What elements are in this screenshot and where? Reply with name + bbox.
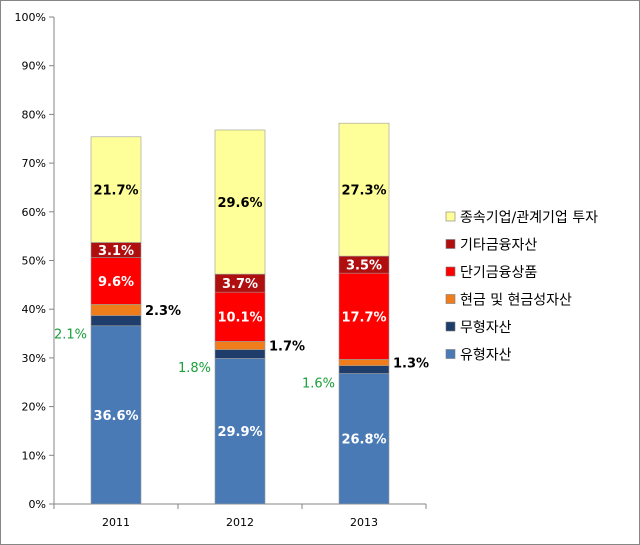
legend-swatch xyxy=(445,349,456,359)
bar-segment xyxy=(90,136,142,243)
bar-segment xyxy=(90,304,142,316)
data-label: 29.6% xyxy=(217,196,262,211)
data-label: 26.8% xyxy=(341,433,386,448)
bar-segment xyxy=(338,373,390,505)
legend-label: 무형자산 xyxy=(460,320,512,336)
bar-segment xyxy=(90,315,142,327)
data-label: 1.6% xyxy=(302,377,335,392)
bar-segment xyxy=(338,359,390,366)
bar-segment xyxy=(214,129,266,275)
bar-segment xyxy=(214,349,266,359)
y-axis: 0% 10% 20% 30% 40% 50% 60% 70% 80% 90% 100% xyxy=(15,11,55,511)
data-label: 1.3% xyxy=(393,357,429,372)
data-label: 27.3% xyxy=(341,184,386,199)
legend-swatch xyxy=(445,321,456,332)
y-tick-label: 40% xyxy=(22,303,46,316)
data-label: 2.1% xyxy=(54,328,87,343)
bar-segment xyxy=(90,325,142,505)
bar-segment xyxy=(338,122,390,257)
data-label: 3.1% xyxy=(98,244,134,259)
y-tick-label: 0% xyxy=(29,498,46,511)
legend-swatch xyxy=(445,294,456,304)
y-tick-label: 20% xyxy=(22,401,46,414)
bar-segment xyxy=(214,341,266,350)
y-tick-label: 90% xyxy=(22,60,46,73)
y-tick-label: 10% xyxy=(22,449,46,462)
x-tick-label: 2013 xyxy=(350,516,378,529)
legend-swatch xyxy=(445,266,456,277)
legend-swatch xyxy=(445,211,456,222)
data-label: 10.1% xyxy=(217,311,262,326)
y-tick-label: 100% xyxy=(15,11,46,24)
legend-label: 유형자산 xyxy=(460,348,512,364)
y-tick-label: 50% xyxy=(22,255,46,268)
legend-label: 현금 및 현금성자산 xyxy=(460,293,572,309)
data-label: 1.7% xyxy=(269,339,305,354)
data-label: 1.8% xyxy=(178,361,211,376)
y-tick-label: 60% xyxy=(22,206,46,219)
data-label: 9.6% xyxy=(98,275,134,290)
y-tick-label: 80% xyxy=(22,108,46,121)
x-tick-label: 2011 xyxy=(102,516,130,529)
data-label: 36.6% xyxy=(93,409,138,424)
bar-segment xyxy=(338,365,390,374)
bars xyxy=(90,122,390,505)
data-label: 29.9% xyxy=(217,425,262,440)
data-label: 3.7% xyxy=(222,277,258,292)
bar-segment xyxy=(338,272,390,360)
x-tick-label: 2012 xyxy=(226,516,254,529)
bar-segment xyxy=(214,358,266,505)
data-label: 21.7% xyxy=(93,184,138,199)
data-label: 17.7% xyxy=(341,310,386,325)
y-tick-label: 30% xyxy=(22,352,46,365)
legend-label: 기타금융자산 xyxy=(460,238,537,254)
x-axis: 2011 2012 2013 xyxy=(53,503,427,529)
legend-label: 단기금융상품 xyxy=(460,265,537,281)
data-labels: 36.6% 2.1% 2.3% 9.6% 3.1% 21.7% 29.9% 1.8% 1.7% 1… xyxy=(54,184,429,448)
bar-segment xyxy=(90,257,142,305)
bar-segment xyxy=(214,291,266,342)
y-tick-label: 70% xyxy=(22,157,46,170)
legend-swatch xyxy=(445,239,456,249)
data-label: 2.3% xyxy=(145,304,181,319)
data-label: 3.5% xyxy=(346,259,382,274)
legend-label: 종속기업/관계기업 투자 xyxy=(460,210,598,226)
